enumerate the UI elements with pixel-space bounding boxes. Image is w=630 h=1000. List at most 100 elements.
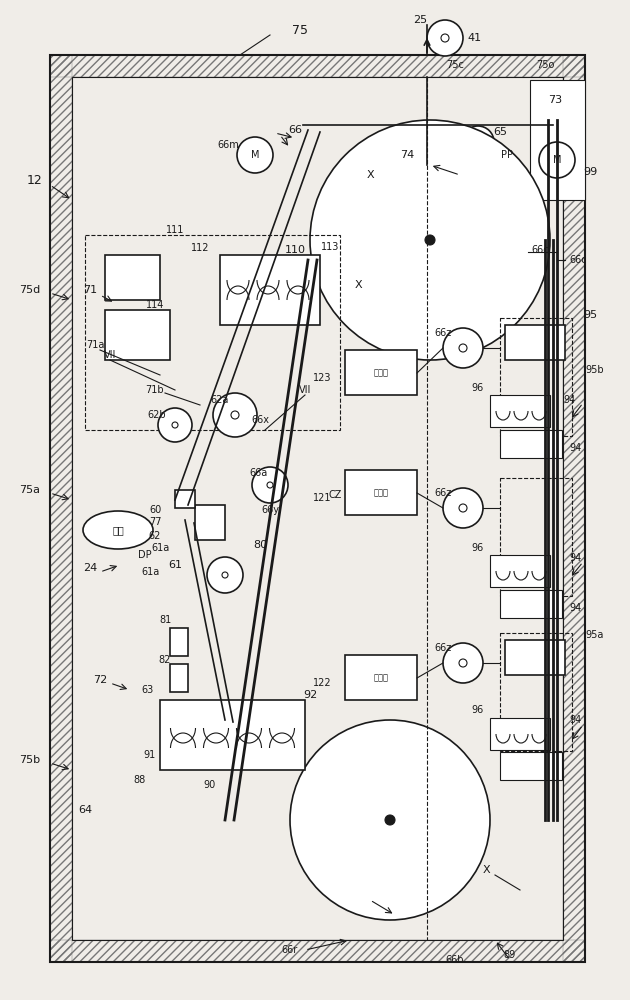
- Circle shape: [539, 142, 575, 178]
- Circle shape: [462, 126, 494, 158]
- Text: 61a: 61a: [141, 567, 159, 577]
- Bar: [50, 55, 585, 962]
- Text: 95a: 95a: [586, 630, 604, 640]
- Text: 111: 111: [166, 225, 184, 235]
- Text: 浓液: 浓液: [112, 525, 124, 535]
- Text: X: X: [366, 170, 374, 180]
- Text: 96: 96: [472, 543, 484, 553]
- Text: 71: 71: [83, 285, 97, 295]
- Text: 61: 61: [168, 560, 182, 570]
- Text: 62b: 62b: [147, 410, 166, 420]
- Text: 66m: 66m: [217, 140, 239, 150]
- Bar: [50, 55, 585, 77]
- Circle shape: [290, 720, 490, 920]
- Text: DP: DP: [138, 550, 152, 560]
- Bar: [500, 752, 562, 780]
- Bar: [160, 700, 305, 770]
- Text: 95b: 95b: [586, 365, 604, 375]
- Circle shape: [172, 422, 178, 428]
- Text: 12: 12: [27, 174, 43, 186]
- Text: 温调器: 温调器: [374, 368, 389, 377]
- Text: 80: 80: [253, 540, 267, 550]
- Circle shape: [213, 393, 257, 437]
- Bar: [490, 718, 550, 750]
- Text: 66z: 66z: [434, 643, 452, 653]
- Text: 62a: 62a: [211, 395, 229, 405]
- Circle shape: [237, 137, 273, 173]
- Circle shape: [385, 815, 395, 825]
- Bar: [500, 318, 572, 436]
- Bar: [50, 940, 585, 962]
- Bar: [175, 490, 195, 508]
- Text: M: M: [553, 155, 561, 165]
- Circle shape: [222, 572, 228, 578]
- Text: 94: 94: [569, 443, 581, 453]
- Text: 71a: 71a: [86, 340, 104, 350]
- Circle shape: [443, 643, 483, 683]
- Text: 73: 73: [548, 95, 562, 105]
- Ellipse shape: [83, 511, 153, 549]
- Text: 99: 99: [583, 167, 597, 177]
- Bar: [345, 470, 417, 515]
- Text: 91: 91: [144, 750, 156, 760]
- Text: 95: 95: [583, 310, 597, 320]
- Bar: [500, 590, 562, 618]
- Text: 75b: 75b: [20, 755, 40, 765]
- Bar: [50, 55, 72, 962]
- Text: 60: 60: [149, 505, 161, 515]
- Text: 65: 65: [493, 127, 507, 137]
- Text: 110: 110: [285, 245, 306, 255]
- Text: 121: 121: [312, 493, 331, 503]
- Text: 77: 77: [149, 517, 161, 527]
- Bar: [72, 77, 563, 940]
- Text: 96: 96: [472, 705, 484, 715]
- Circle shape: [441, 34, 449, 42]
- Text: M: M: [251, 150, 260, 160]
- Text: 66x: 66x: [251, 415, 269, 425]
- Text: 74: 74: [400, 150, 414, 160]
- Text: 61a: 61a: [151, 543, 169, 553]
- Bar: [505, 325, 565, 360]
- Text: VII: VII: [299, 385, 311, 395]
- Text: 66z: 66z: [434, 328, 452, 338]
- Text: 94: 94: [569, 603, 581, 613]
- Text: 123: 123: [312, 373, 331, 383]
- Bar: [170, 628, 188, 656]
- Text: 94: 94: [569, 715, 581, 725]
- Bar: [530, 80, 585, 200]
- Text: 112: 112: [191, 243, 209, 253]
- Text: 96: 96: [472, 383, 484, 393]
- Text: 71b: 71b: [146, 385, 164, 395]
- Circle shape: [252, 467, 288, 503]
- Text: 66b: 66b: [446, 955, 464, 965]
- Circle shape: [459, 504, 467, 512]
- Text: 72: 72: [93, 675, 107, 685]
- Circle shape: [158, 408, 192, 442]
- Circle shape: [443, 328, 483, 368]
- Circle shape: [207, 557, 243, 593]
- Text: 94: 94: [569, 553, 581, 563]
- Text: 75c: 75c: [446, 60, 464, 70]
- Bar: [500, 478, 572, 596]
- Text: 66z: 66z: [434, 488, 452, 498]
- Circle shape: [443, 488, 483, 528]
- Text: 温调器: 温调器: [374, 488, 389, 497]
- Circle shape: [425, 235, 435, 245]
- Text: 122: 122: [312, 678, 331, 688]
- Text: 62: 62: [149, 531, 161, 541]
- Text: 66c: 66c: [569, 255, 587, 265]
- Text: 66c: 66c: [531, 245, 549, 255]
- Bar: [195, 505, 225, 540]
- Bar: [500, 633, 572, 751]
- Bar: [105, 255, 160, 300]
- Bar: [85, 235, 340, 430]
- Bar: [505, 640, 565, 675]
- Text: 75d: 75d: [20, 285, 40, 295]
- Text: 90: 90: [204, 780, 216, 790]
- Text: 63: 63: [142, 685, 154, 695]
- Text: 41: 41: [468, 33, 482, 43]
- Bar: [220, 255, 320, 325]
- Text: 66: 66: [288, 125, 302, 135]
- Bar: [345, 350, 417, 395]
- Text: 88: 88: [134, 775, 146, 785]
